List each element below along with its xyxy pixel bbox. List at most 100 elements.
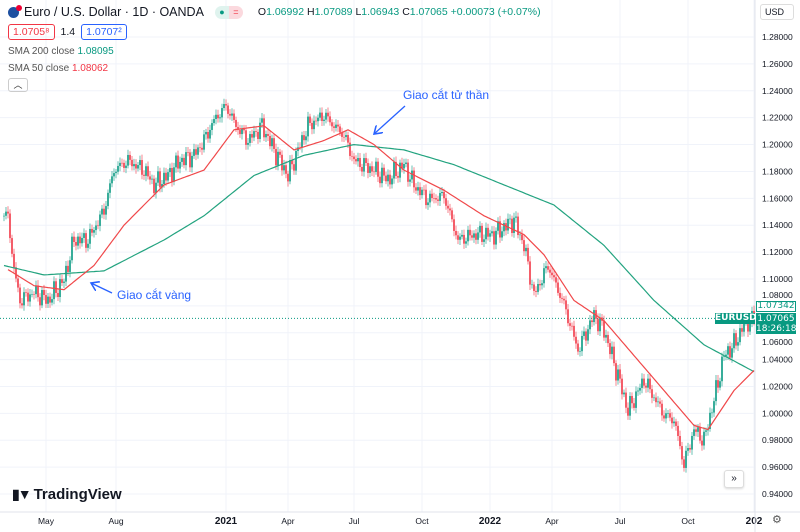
buy-button[interactable]: 1.0707² [81, 24, 127, 40]
candle [99, 214, 101, 226]
candle [743, 321, 745, 332]
candle [51, 299, 53, 303]
candle [115, 171, 117, 174]
candle [67, 265, 69, 272]
candle [155, 182, 157, 194]
candle [475, 233, 477, 240]
candle [229, 113, 231, 116]
candle [727, 346, 729, 355]
candle [169, 167, 171, 173]
sell-button[interactable]: 1.0705⁸ [8, 24, 55, 40]
candle [419, 187, 421, 196]
candle [31, 294, 33, 295]
candle [73, 236, 75, 242]
candle [573, 325, 575, 337]
candle [71, 236, 73, 261]
candle [613, 346, 615, 364]
candle [645, 385, 647, 388]
candle [467, 229, 469, 242]
candle [361, 167, 363, 172]
y-tick-label: 0.94000 [762, 489, 793, 499]
candle [681, 446, 683, 460]
candle [593, 310, 595, 323]
candle [375, 161, 377, 172]
candle [609, 343, 611, 355]
candle [291, 160, 293, 165]
candle [711, 412, 713, 414]
candle [189, 152, 191, 168]
candle [101, 208, 103, 215]
y-tick-label: 1.26000 [762, 59, 793, 69]
candle [335, 124, 337, 128]
candle [449, 208, 451, 211]
candle [403, 163, 405, 169]
collapse-legend-button[interactable]: ︿ [8, 78, 28, 92]
candle [381, 167, 383, 184]
candle [671, 417, 673, 424]
candle [655, 397, 657, 403]
candle [321, 112, 323, 122]
gear-icon[interactable]: ⚙ [772, 514, 782, 526]
candle [339, 126, 341, 133]
candle [165, 172, 167, 181]
candle [29, 294, 31, 302]
candle [257, 131, 259, 139]
candle [439, 193, 441, 201]
market-status-badge[interactable]: ● = [214, 5, 243, 19]
candle [461, 234, 463, 237]
chart-legend: Euro / U.S. Dollar · 1D · OANDA ● = O1.06… [8, 4, 541, 92]
candle [563, 298, 565, 301]
candle [697, 427, 699, 432]
candle [213, 119, 215, 124]
candle [415, 187, 417, 191]
candle [195, 149, 197, 155]
candle [171, 167, 173, 182]
double-chevron-right-icon: » [731, 473, 737, 484]
candle [443, 191, 445, 199]
candle [587, 329, 589, 341]
indicator-sma50[interactable]: SMA 50 close 1.08062 [8, 63, 109, 74]
candle [585, 331, 587, 341]
candle [9, 213, 11, 239]
tradingview-logo-icon: ▮▼ [12, 486, 32, 502]
candle [619, 369, 621, 379]
x-tick-label: Aug [108, 516, 123, 526]
candle [45, 295, 47, 304]
candle [537, 284, 539, 292]
candle [147, 166, 149, 177]
currency-select[interactable]: USD [760, 4, 794, 20]
x-tick-label: 2021 [215, 516, 238, 527]
symbol-title[interactable]: Euro / U.S. Dollar · 1D · OANDA [24, 5, 204, 19]
candle [561, 297, 563, 299]
candle [137, 165, 139, 169]
tradingview-logo[interactable]: ▮▼ TradingView [12, 486, 122, 503]
candle [85, 233, 87, 248]
candle [693, 429, 695, 436]
candle [737, 342, 739, 346]
scroll-to-realtime-button[interactable]: » [724, 470, 744, 488]
candle [685, 450, 687, 468]
candle [471, 235, 473, 238]
candle [687, 448, 689, 451]
candle [293, 164, 295, 171]
indicator-sma200[interactable]: SMA 200 close 1.08095 [8, 46, 114, 57]
candle [647, 378, 649, 388]
candle [337, 124, 339, 127]
candle [565, 300, 567, 310]
candle [427, 202, 429, 206]
candle [397, 176, 399, 178]
golden-cross-label: Giao cắt vàng [117, 288, 192, 302]
candle [239, 130, 241, 135]
candle [567, 309, 569, 324]
candle [667, 413, 669, 414]
candle [253, 131, 255, 138]
candle [651, 389, 653, 398]
candle [531, 284, 533, 286]
candle [739, 328, 741, 343]
candle [705, 430, 707, 432]
candle [317, 117, 319, 122]
candle [529, 261, 531, 285]
candle [433, 198, 435, 199]
candle [729, 346, 731, 358]
